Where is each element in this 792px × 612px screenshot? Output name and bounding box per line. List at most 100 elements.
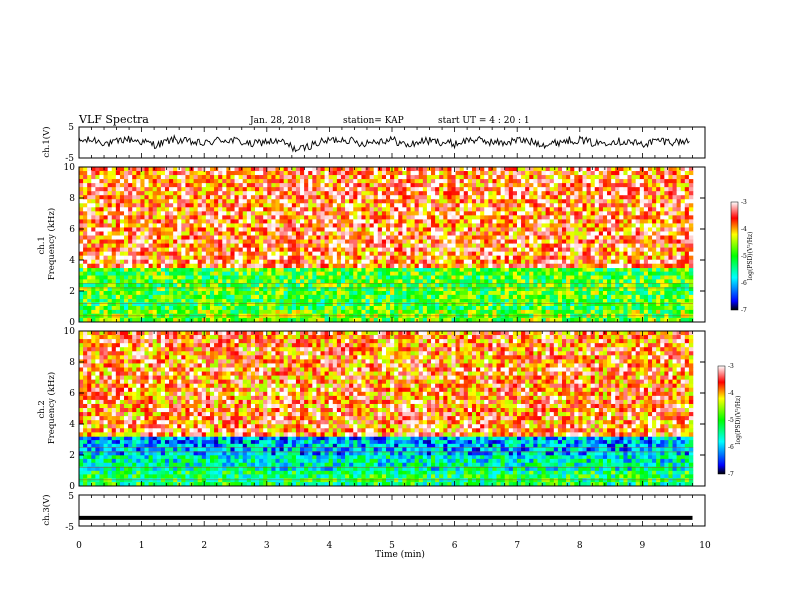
spectrogram-cell (332, 215, 338, 220)
spectrogram-cell (79, 263, 84, 269)
spectrogram-cell (443, 203, 448, 208)
spectrogram-cell (607, 298, 612, 303)
spectrogram-cell (516, 171, 522, 176)
spectrogram-cell (238, 235, 244, 240)
spectrogram-cell (124, 175, 129, 180)
spectrogram-cell (300, 239, 305, 244)
spectrogram-cell (267, 317, 272, 323)
spectrogram-cell (263, 255, 268, 260)
spectrogram-cell (169, 275, 174, 280)
spectrogram-cell (349, 291, 354, 296)
spectrogram-cell (332, 271, 338, 276)
spectrogram-cell (418, 283, 424, 288)
spectrogram-cell (402, 207, 407, 212)
spectrogram-cell (467, 219, 473, 224)
spectrogram-cell (619, 279, 624, 284)
spectrogram-cell (193, 175, 198, 180)
spectrogram-cell (377, 255, 383, 260)
spectrogram-cell (283, 287, 289, 292)
spectrogram-cell (451, 259, 456, 265)
spectrogram-cell (463, 283, 469, 288)
spectrogram-cell (246, 171, 252, 176)
spectrogram-cell (234, 215, 239, 220)
spectrogram-cell (87, 259, 92, 265)
spectrogram-cell (492, 317, 497, 323)
spectrogram-cell (91, 199, 96, 204)
spectrogram-cell (283, 267, 289, 272)
spectrogram-cell (381, 275, 387, 280)
spectrogram-cell (492, 287, 497, 292)
spectrogram-cell (476, 223, 481, 228)
spectrogram-cell (476, 247, 481, 252)
spectrogram-cell (365, 255, 370, 260)
spectrogram-cell (87, 239, 92, 244)
spectrogram-cell (275, 175, 280, 180)
spectrogram-cell (349, 271, 354, 276)
spectrogram-cell (471, 171, 477, 176)
spectrogram-cell (476, 251, 481, 256)
spectrogram-cell (455, 287, 460, 292)
spectrogram-cell (287, 239, 293, 244)
spectrogram-cell (500, 267, 505, 272)
spectrogram-cell (582, 298, 587, 303)
spectrogram-cell (87, 179, 92, 184)
spectrogram-cell (128, 175, 133, 180)
spectrogram-cell (263, 171, 268, 176)
spectrogram-cell (181, 267, 186, 272)
spectrogram-cell (549, 191, 555, 196)
spectrogram-cell (529, 271, 534, 276)
spectrogram-cell (435, 309, 440, 315)
spectrogram-cell (414, 243, 420, 248)
spectrogram-cell (332, 275, 338, 280)
spectrogram-cell (471, 207, 477, 212)
spectrogram-cell (226, 317, 231, 323)
spectrogram-cell (386, 247, 391, 252)
spectrogram-cell (169, 271, 174, 276)
spectrogram-cell (332, 235, 338, 240)
spectrogram-cell (214, 235, 219, 240)
spectrogram-cell (680, 287, 686, 292)
spectrogram-cell (156, 223, 162, 228)
spectrogram-cell (590, 279, 596, 284)
spectrogram-cell (287, 199, 293, 204)
spectrogram-cell (410, 203, 415, 208)
spectrogram-cell (246, 231, 252, 236)
spectrogram-cell (164, 179, 170, 184)
spectrogram-cell (504, 271, 510, 276)
spectrogram-cell (332, 247, 338, 252)
spectrogram-cell (349, 223, 354, 228)
spectrogram-cell (377, 298, 383, 303)
spectrogram-cell (684, 275, 690, 280)
spectrogram-cell (390, 175, 395, 180)
spectrogram-cell (512, 309, 518, 315)
spectrogram-cell (525, 309, 530, 315)
spectrogram-cell (242, 291, 248, 296)
spectrogram-cell (164, 275, 170, 280)
spectrogram-cell (328, 305, 334, 310)
spectrogram-cell (144, 227, 149, 232)
spectrogram-cell (320, 291, 325, 296)
spectrogram-cell (295, 251, 301, 256)
spectrogram-cell (562, 291, 567, 296)
spectrogram-cell (471, 179, 477, 184)
spectrogram-cell (222, 231, 227, 236)
spectrogram-cell (312, 263, 317, 269)
spectrogram-cell (291, 294, 297, 300)
spectrogram-cell (570, 283, 575, 288)
spectrogram-cell (688, 305, 694, 310)
spectrogram-cell (582, 283, 587, 288)
spectrogram-cell (300, 183, 305, 188)
spectrogram-cell (386, 223, 391, 228)
spectrogram-cell (390, 223, 395, 228)
spectrogram-cell (684, 298, 690, 303)
spectrogram-cell (324, 187, 329, 192)
spectrogram-cell (496, 275, 501, 280)
spectrogram-cell (349, 287, 354, 292)
spectrogram-cell (439, 219, 444, 224)
spectrogram-cell (91, 179, 96, 184)
spectrogram-cell (566, 302, 571, 307)
spectrogram-cell (259, 294, 264, 300)
spectrogram-cell (332, 243, 338, 248)
spectrogram-cell (308, 207, 313, 212)
spectrogram-cell (447, 207, 452, 212)
